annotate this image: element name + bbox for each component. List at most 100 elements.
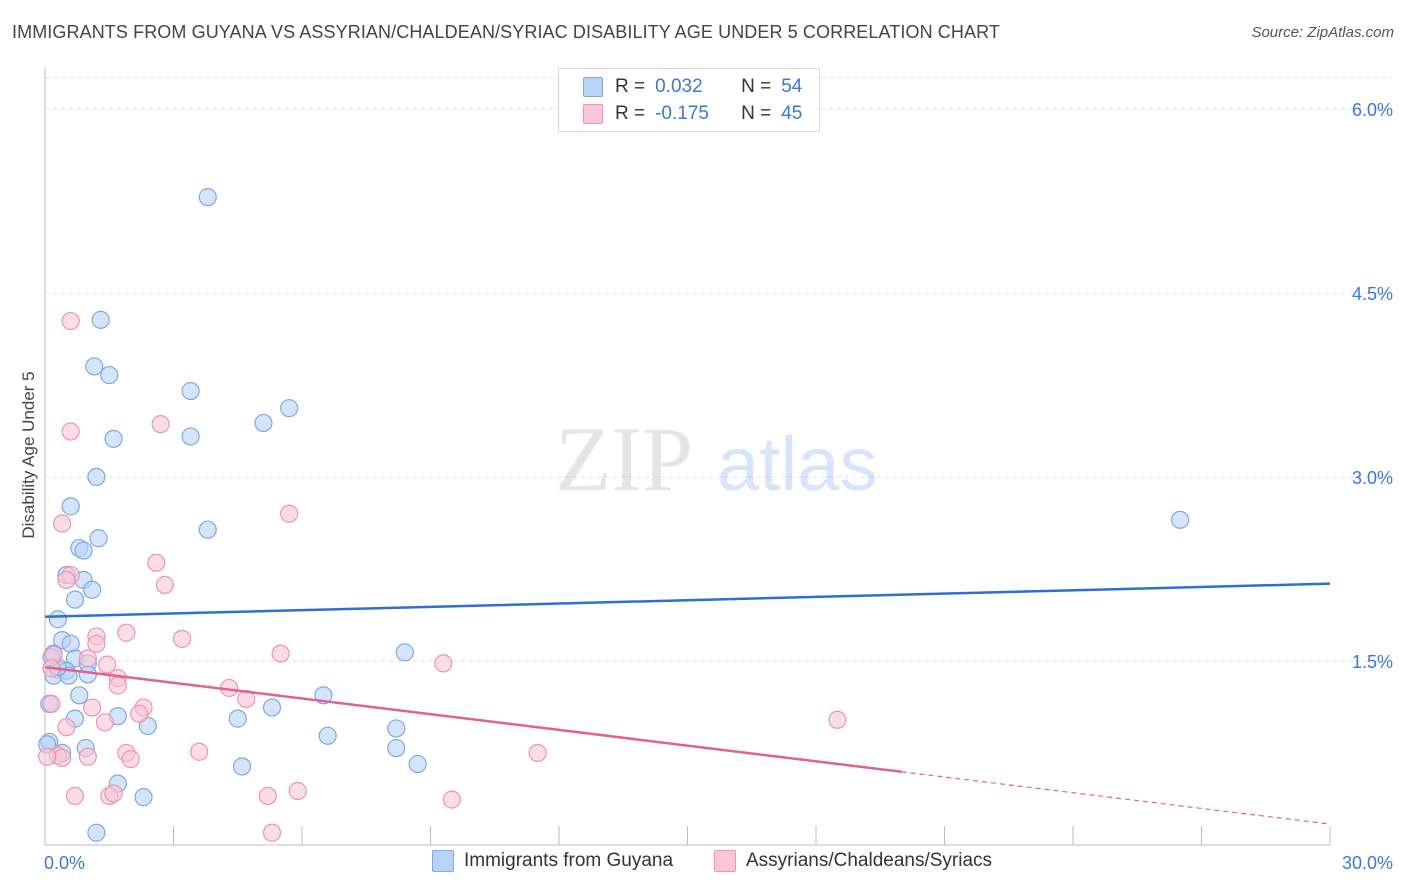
assyrian-point: [38, 747, 57, 766]
legend-r-value: 0.032: [655, 76, 703, 97]
series-swatch-pink: [714, 850, 736, 872]
assyrian-point: [262, 823, 282, 842]
legend-swatch-pink: [583, 104, 603, 124]
y-tick-label: 1.5%: [1352, 652, 1393, 672]
guyana-point: [83, 580, 102, 599]
legend-n-label: N =: [741, 76, 772, 97]
assyrian-point: [288, 781, 307, 801]
assyrian-point: [57, 718, 76, 737]
guyana-point: [198, 520, 217, 539]
assyrian-point: [258, 786, 277, 806]
assyrian-point: [130, 704, 149, 723]
assyrian-point: [83, 698, 102, 717]
data-points: [38, 188, 1190, 842]
assyrian-point: [61, 422, 80, 441]
assyrian-point: [98, 655, 117, 674]
series-legend: Immigrants from Guyana Assyrians/Chaldea…: [0, 850, 1406, 878]
guyana-point: [228, 709, 247, 728]
guyana-point: [395, 643, 414, 662]
assyrian-point: [78, 747, 97, 766]
x-tick-label: 0.0%: [44, 853, 85, 873]
legend-r-value: -0.175: [655, 103, 709, 124]
legend-n-label: N =: [741, 103, 772, 124]
guyana-point: [254, 413, 273, 433]
assyrian-point: [280, 504, 299, 523]
guyana-point: [181, 381, 200, 401]
series-name-assyrian: Assyrians/Chaldeans/Syriacs: [746, 850, 993, 871]
grid-lines: [45, 77, 1392, 662]
guyana-point: [280, 399, 299, 418]
assyrian-point: [108, 676, 127, 695]
guyana-point: [89, 529, 108, 548]
assyrian-point: [57, 570, 76, 590]
legend-swatch-blue: [583, 77, 603, 97]
guyana-point: [91, 310, 110, 329]
assyrian-point: [434, 654, 453, 673]
guyana-point: [100, 365, 119, 385]
assyrian-point: [190, 742, 209, 761]
guyana-point: [61, 497, 80, 516]
guyana-point: [74, 541, 93, 560]
assyrian-point: [528, 743, 547, 763]
series-swatch-blue: [432, 850, 454, 872]
guyana-point: [318, 726, 337, 745]
correlation-legend: R = 0.032 N = 54 R = -0.175 N = 45: [558, 68, 820, 132]
assyrian-point: [95, 713, 115, 732]
assyrian-point: [53, 748, 72, 767]
assyrian-trend-line-dashed: [901, 771, 1331, 825]
assyrian-point: [172, 629, 192, 648]
assyrian-trend-line: [44, 665, 902, 774]
series-legend-assyrian[interactable]: Assyrians/Chaldeans/Syriacs: [714, 850, 992, 872]
legend-row-assyrian: R = -0.175 N = 45: [583, 101, 802, 127]
assyrian-point: [147, 553, 166, 572]
guyana-point: [138, 716, 157, 736]
axes: [44, 68, 1331, 846]
guyana-point: [104, 429, 123, 448]
guyana-point: [387, 738, 406, 758]
assyrian-point: [117, 623, 136, 642]
assyrian-point: [442, 790, 462, 809]
guyana-point: [87, 467, 106, 487]
assyrian-point: [155, 575, 175, 594]
assyrian-point: [78, 649, 97, 668]
assyrian-point: [104, 784, 123, 803]
assyrian-point: [121, 750, 140, 769]
series-legend-guyana[interactable]: Immigrants from Guyana: [432, 850, 673, 872]
guyana-point: [262, 698, 282, 717]
watermark-zip: ZIP: [555, 408, 693, 510]
guyana-point: [48, 610, 67, 629]
x-tick-label: 30.0%: [1342, 853, 1393, 873]
watermark-atlas: atlas: [717, 422, 878, 507]
trend-lines: [44, 582, 1331, 825]
assyrian-point: [65, 786, 85, 806]
series-name-guyana: Immigrants from Guyana: [464, 850, 674, 871]
guyana-point: [70, 686, 89, 705]
legend-n-value: 45: [781, 103, 803, 124]
source-label: Source: ZipAtlas.com: [1251, 24, 1394, 41]
y-tick-label: 6.0%: [1352, 100, 1393, 120]
assyrian-point: [828, 710, 847, 729]
legend-n-value: 54: [781, 76, 803, 97]
y-axis-label: Disability Age Under 5: [19, 371, 38, 538]
y-tick-label: 4.5%: [1352, 284, 1393, 304]
guyana-point: [387, 719, 406, 738]
tick-labels: 1.5% 3.0% 4.5% 6.0% 0.0% 30.0%: [44, 100, 1393, 873]
assyrian-point: [151, 415, 170, 434]
chart-title: IMMIGRANTS FROM GUYANA VS ASSYRIAN/CHALD…: [12, 22, 1000, 42]
watermark: ZIP atlas: [555, 408, 878, 510]
assyrian-point: [42, 694, 61, 713]
legend-row-guyana: R = 0.032 N = 54: [583, 74, 802, 100]
guyana-point: [232, 757, 252, 776]
assyrian-point: [87, 634, 106, 653]
assyrian-point: [61, 311, 80, 331]
guyana-point: [65, 590, 85, 609]
assyrian-point: [53, 514, 72, 533]
guyana-trend-line: [44, 582, 1331, 619]
legend-r-label: R =: [615, 103, 646, 124]
guyana-point: [78, 665, 97, 684]
guyana-point: [198, 188, 217, 207]
legend-r-label: R =: [615, 76, 646, 97]
guyana-point: [87, 823, 106, 842]
y-tick-label: 3.0%: [1352, 468, 1393, 488]
